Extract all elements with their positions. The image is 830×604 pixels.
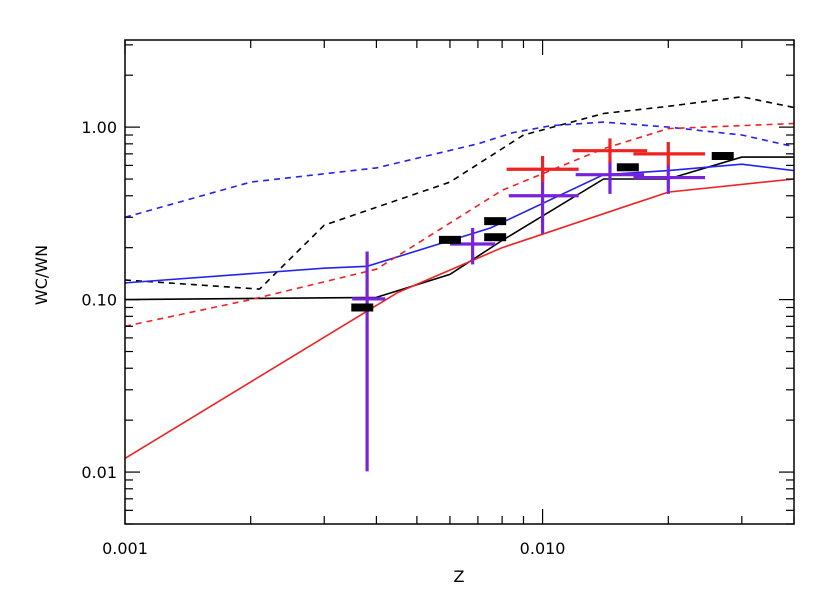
- plot-frame: [124, 39, 795, 525]
- y-axis-title: WC/WN: [32, 245, 51, 305]
- x-axis-title: Z: [454, 567, 465, 586]
- error-point-2: [449, 228, 496, 265]
- x-tick-label-2: 0.010: [520, 539, 566, 558]
- y-tick-label-3: 1.00: [81, 118, 117, 137]
- series-line-3: [125, 163, 794, 284]
- series-line-1: [125, 156, 794, 301]
- error-point-1: [352, 251, 386, 472]
- black-marker-3: [484, 233, 507, 242]
- black-marker-1: [351, 303, 374, 312]
- error-point-6: [506, 156, 579, 183]
- error-point-4: [575, 161, 645, 194]
- x-tick-label-1: 0.001: [102, 539, 148, 558]
- error-point-5: [633, 164, 706, 194]
- black-marker-5: [616, 163, 639, 172]
- y-tick-label-1: 0.01: [81, 463, 117, 482]
- series-line-2: [125, 95, 794, 290]
- error-point-7: [572, 138, 648, 163]
- error-point-8: [633, 141, 706, 166]
- series-line-4: [125, 121, 794, 219]
- series-line-6: [125, 122, 794, 328]
- marker-layer: [351, 152, 734, 312]
- series-line-5: [125, 178, 794, 460]
- black-marker-2: [438, 235, 461, 244]
- error-bar-layer: [352, 138, 706, 472]
- series-layer: [125, 95, 794, 460]
- black-marker-4: [484, 217, 507, 226]
- black-marker-6: [711, 152, 734, 161]
- axes-layer: 0.001 0.010 0.01 0.10 1.00: [81, 39, 795, 558]
- y-tick-label-2: 0.10: [81, 291, 117, 310]
